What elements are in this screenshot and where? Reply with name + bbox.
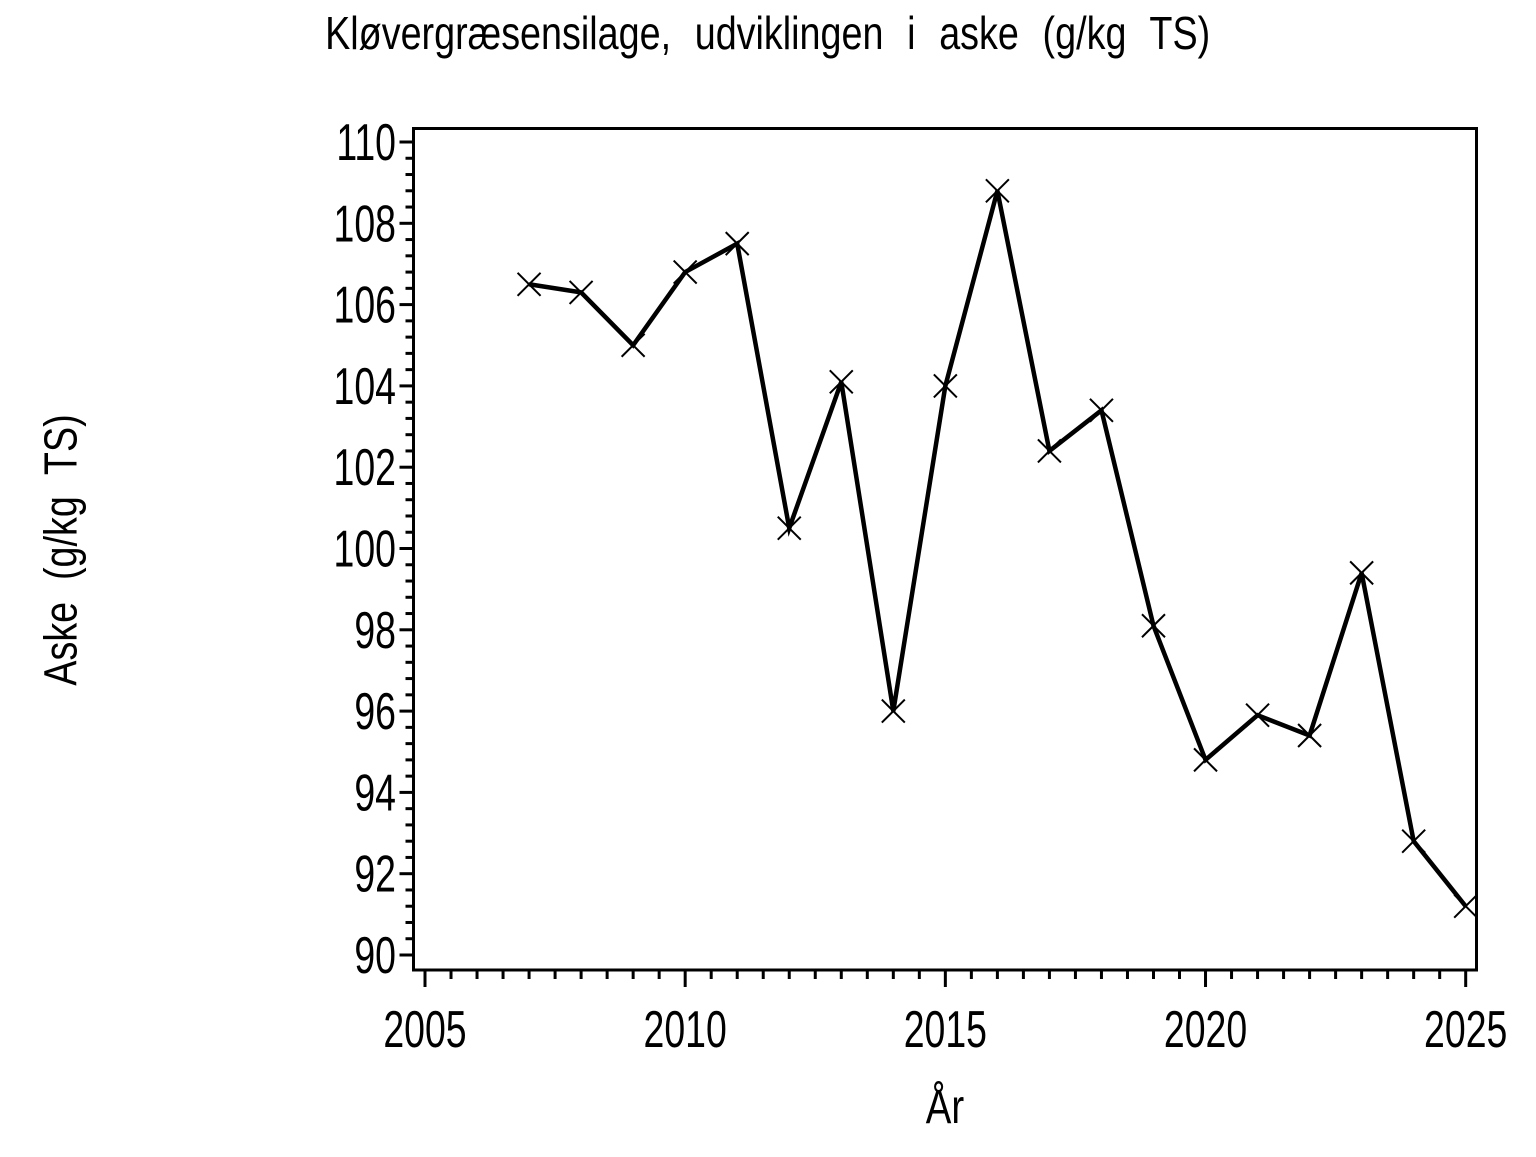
- data-point-marker: [620, 333, 646, 358]
- data-point-marker: [1141, 613, 1166, 638]
- y-tick-label: 96: [354, 682, 396, 741]
- data-point-marker: [1453, 894, 1478, 919]
- data-point-marker: [568, 280, 594, 305]
- y-axis-title: Aske (g/kg TS): [26, 128, 94, 972]
- data-point-marker: [1349, 560, 1374, 586]
- y-axis-title-text: Aske (g/kg TS): [34, 414, 86, 686]
- x-tick-label: 2020: [1164, 1000, 1247, 1059]
- data-point-marker: [516, 272, 542, 297]
- y-tick-label: 110: [336, 113, 396, 172]
- data-point-marker: [725, 231, 750, 256]
- y-tick-label: 104: [334, 357, 396, 416]
- x-tick-label: 2010: [644, 1000, 727, 1059]
- data-point-marker: [672, 259, 698, 285]
- data-point-marker: [1037, 438, 1062, 464]
- data-line: [528, 190, 1468, 908]
- chart-title-text: Kløvergræsensilage, udviklingen i aske (…: [325, 7, 1211, 59]
- data-point-marker: [881, 698, 906, 724]
- y-tick-label: 102: [334, 438, 396, 497]
- plot-frame: [412, 127, 1478, 972]
- x-tick-label: 2015: [904, 1000, 987, 1059]
- data-point-marker: [985, 178, 1010, 203]
- x-tick-label: 2025: [1424, 1000, 1507, 1059]
- data-point-marker: [777, 515, 802, 541]
- x-axis-title: År: [413, 1080, 1477, 1144]
- y-tick-label: 90: [354, 926, 396, 985]
- x-axis-title-text: År: [925, 1081, 965, 1134]
- y-tick-label: 98: [354, 601, 396, 660]
- data-point-marker: [1193, 747, 1218, 773]
- x-tick-label: 2005: [383, 1000, 466, 1059]
- data-point-marker: [829, 369, 854, 395]
- y-tick-label: 106: [334, 276, 396, 335]
- data-point-marker: [933, 373, 958, 399]
- data-point-marker: [1401, 828, 1426, 854]
- data-point-marker: [1297, 723, 1322, 748]
- y-tick-label: 94: [354, 763, 396, 822]
- data-point-marker: [1089, 398, 1114, 423]
- y-tick-label: 92: [354, 845, 396, 904]
- y-tick-label: 100: [334, 519, 396, 578]
- chart-title: Kløvergræsensilage, udviklingen i aske (…: [0, 6, 1536, 60]
- data-point-marker: [1245, 702, 1270, 728]
- y-tick-label: 108: [334, 194, 396, 253]
